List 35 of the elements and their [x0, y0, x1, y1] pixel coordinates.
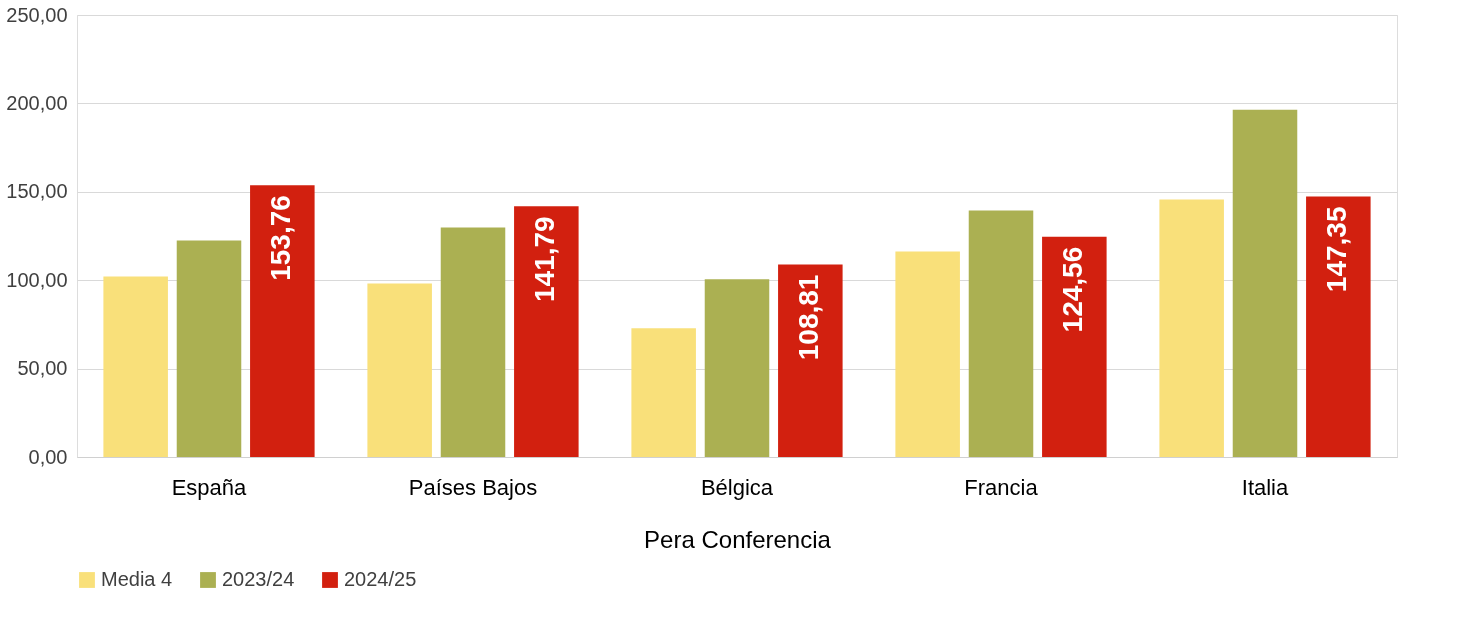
y-tick-label: 0,00	[28, 445, 68, 468]
bar	[1042, 236, 1107, 457]
y-tick-label: 150,00	[6, 180, 68, 203]
bar	[440, 227, 506, 457]
x-tick-label: Bélgica	[700, 474, 774, 500]
y-tick-label: 250,00	[6, 3, 68, 26]
bar	[176, 240, 242, 457]
bar	[514, 206, 579, 457]
data-label: 108,81	[793, 274, 825, 361]
bar	[968, 210, 1034, 457]
legend-label: 2023/24	[222, 568, 295, 590]
bar	[1232, 109, 1298, 457]
legend-label: Media 4	[101, 568, 173, 590]
data-label: 141,79	[529, 216, 561, 302]
bar	[367, 283, 432, 457]
bar	[631, 328, 696, 457]
bar	[895, 251, 960, 457]
bar	[1306, 196, 1371, 457]
x-tick-label: Italia	[1241, 474, 1289, 500]
bar	[778, 264, 843, 457]
y-tick-label: 50,00	[17, 357, 68, 380]
y-tick-label: 100,00	[6, 268, 68, 291]
bar	[704, 279, 770, 457]
bar	[103, 276, 168, 457]
data-label: 124,56	[1057, 246, 1089, 333]
bar	[250, 185, 315, 457]
x-axis-title: Pera Conferencia	[644, 525, 832, 553]
data-label: 147,35	[1321, 206, 1353, 293]
data-label: 153,76	[265, 195, 297, 281]
x-tick-label: Países Bajos	[408, 474, 538, 500]
bar	[1159, 199, 1224, 457]
x-tick-label: Francia	[964, 474, 1039, 500]
y-tick-label: 200,00	[6, 91, 68, 114]
legend-label: 2024/25	[344, 568, 417, 590]
x-tick-label: España	[171, 474, 248, 500]
